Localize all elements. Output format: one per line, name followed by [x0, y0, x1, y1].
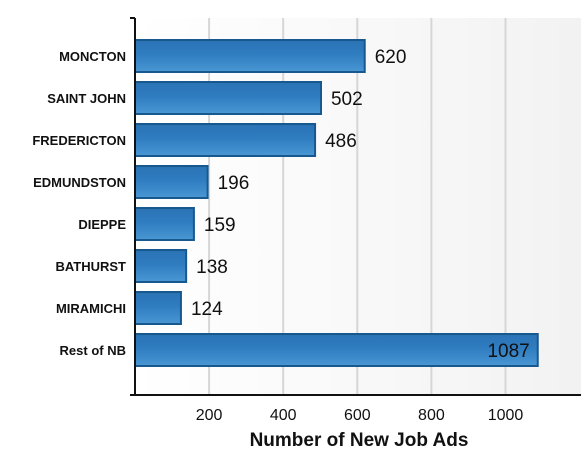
x-tick-label: 600 — [344, 407, 371, 424]
category-label: Rest of NB — [60, 343, 126, 358]
category-label: SAINT JOHN — [47, 91, 126, 106]
axes: 200 400 600 800 1000 — [130, 17, 581, 424]
category-label: DIEPPE — [78, 217, 126, 232]
bar — [134, 165, 209, 199]
gridlines — [208, 18, 507, 395]
value-label: 138 — [196, 257, 228, 278]
category-label: BATHURST — [55, 259, 126, 274]
x-axis-label: Number of New Job Ads — [250, 430, 469, 451]
bars: MONCTON 620 SAINT JOHN 502 FREDERICTON 486 EDM… — [32, 39, 539, 367]
bar — [134, 123, 317, 157]
bar — [134, 291, 182, 325]
x-tick-label: 200 — [196, 407, 223, 424]
value-label: 502 — [331, 89, 363, 110]
bar — [134, 333, 539, 367]
x-tick-label: 400 — [270, 407, 297, 424]
category-label: EDMUNDSTON — [33, 175, 126, 190]
value-label: 196 — [218, 173, 250, 194]
bar — [134, 39, 366, 73]
x-tick-label: 800 — [418, 407, 445, 424]
category-label: FREDERICTON — [32, 133, 126, 148]
bar — [134, 249, 188, 283]
value-label: 159 — [204, 215, 236, 236]
value-label: 620 — [375, 47, 407, 68]
x-tick-label: 1000 — [488, 407, 524, 424]
value-label: 1087 — [487, 341, 529, 362]
value-label: 124 — [191, 299, 223, 320]
value-label: 486 — [325, 131, 357, 152]
category-label: MIRAMICHI — [56, 301, 126, 316]
category-label: MONCTON — [59, 49, 126, 64]
bar — [134, 207, 195, 241]
bar — [134, 81, 322, 115]
